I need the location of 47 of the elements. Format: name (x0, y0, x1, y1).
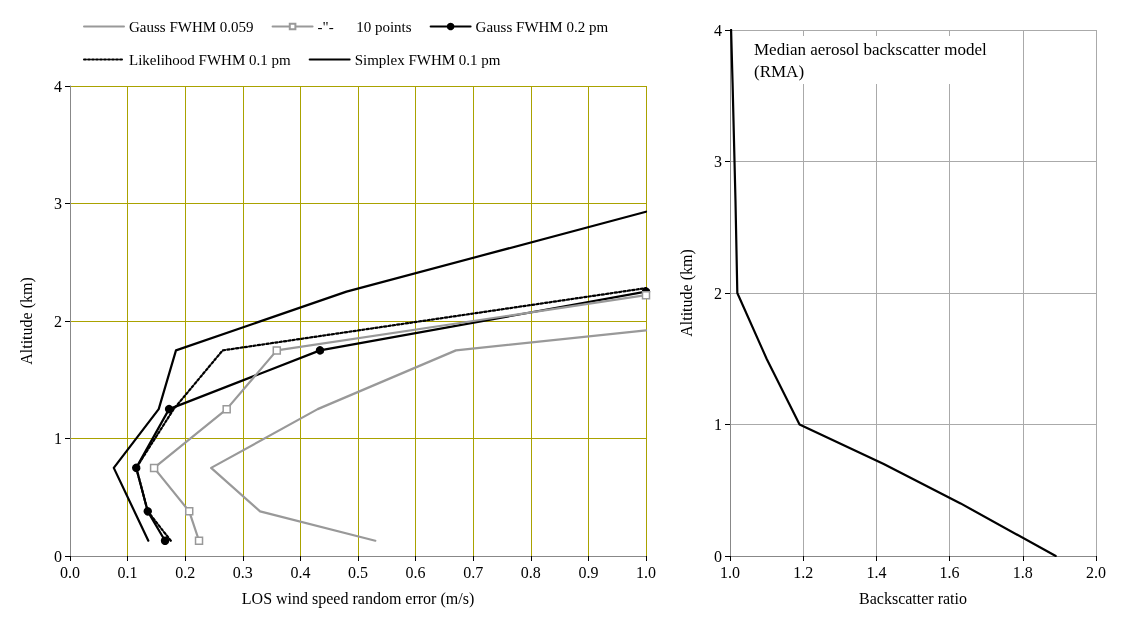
x-tick-label: 0.3 (232, 563, 253, 581)
y-tick-label: 1 (714, 416, 722, 433)
point (641, 290, 651, 300)
x-tick-label: 1.4 (866, 563, 887, 581)
annotation: Median aerosol backscatter model (RMA) (754, 39, 991, 81)
x-tick-label: 0.7 (463, 563, 484, 581)
x-tick-label: 1.2 (793, 563, 814, 581)
point (149, 463, 159, 473)
legend-label: Likelihood FWHM 0.1 pm (129, 51, 291, 68)
x-tick-label: 0.6 (405, 563, 426, 581)
x-tick-label: 1.0 (720, 563, 740, 581)
y-tick-label: 4 (714, 21, 722, 39)
x-tick-label: 0.0 (60, 563, 80, 581)
x-tick-label: 1.8 (1012, 563, 1033, 581)
y-axis-title: Altitude (km) (17, 277, 36, 365)
point (315, 346, 325, 355)
x-tick-label: 1.6 (939, 563, 960, 581)
x-tick-label: 0.2 (175, 563, 196, 581)
x-tick-label: 0.9 (578, 563, 599, 581)
x-tick-label: 0.8 (520, 563, 541, 581)
point (194, 536, 204, 545)
point (222, 404, 231, 414)
x-tick-label: 0.5 (348, 563, 368, 581)
x-axis-title: LOS wind speed random error (m/s) (241, 589, 475, 608)
point (160, 536, 170, 545)
point (272, 346, 282, 355)
x-axis-title: Backscatter ratio (859, 589, 967, 607)
x-tick-label: 2.0 (1086, 563, 1106, 581)
y-tick-label: 0 (714, 547, 722, 565)
y-tick-label: 3 (714, 153, 722, 170)
y-tick-label: 3 (54, 195, 62, 212)
y-tick-label: 2 (714, 284, 722, 302)
line-series (210, 329, 648, 542)
legend-label: Gauss FWHM 0.059 (129, 18, 254, 35)
point (184, 507, 194, 516)
legend-label: Simplex FWHM 0.1 pm (354, 51, 501, 68)
x-tick-label: 1.0 (636, 563, 656, 581)
legend-label: Gauss FWHM 0.2 pm (475, 18, 609, 35)
y-tick-label: 2 (54, 312, 62, 330)
x-tick-label: 0.1 (117, 563, 138, 581)
y-tick-label: 4 (54, 77, 62, 95)
legend-label: -"- 10 points (317, 18, 412, 35)
y-tick-label: 1 (54, 430, 62, 447)
x-tick-label: 0.4 (290, 563, 311, 581)
y-axis-title: Altitude (km) (677, 249, 696, 337)
y-tick-label: 0 (54, 547, 62, 565)
line-series (112, 210, 648, 542)
